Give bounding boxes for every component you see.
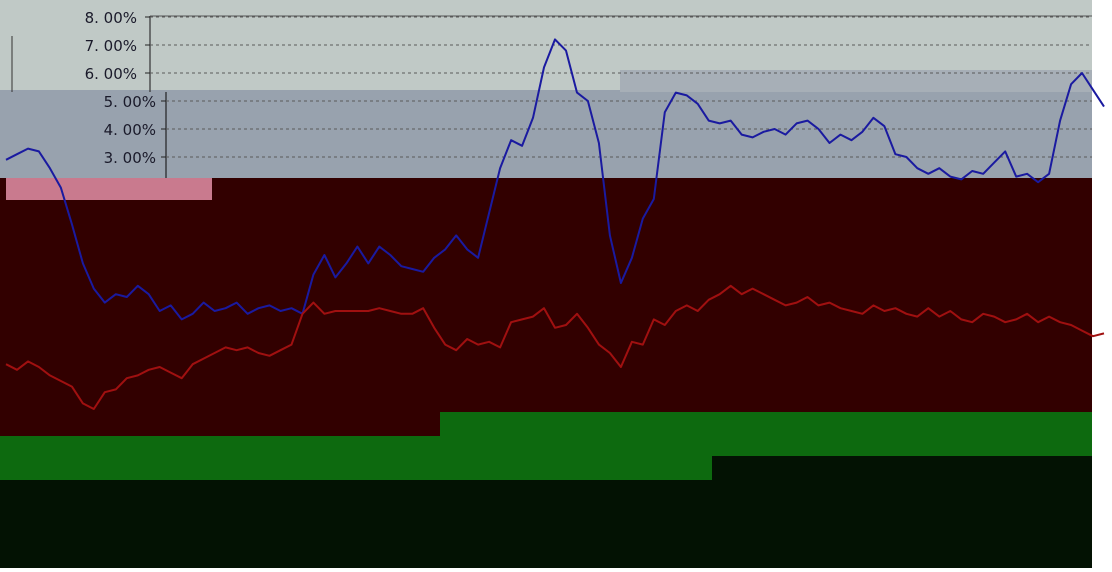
band-red: [0, 178, 1112, 436]
grid-lines: [150, 16, 1092, 158]
y-tick-label: 7. 00%: [85, 37, 137, 55]
y-tick-label: 4. 00%: [104, 121, 156, 139]
band-pink: [6, 178, 212, 200]
series-line-0: [5, 38, 1105, 321]
white-edge: [1092, 0, 1112, 568]
band-grey: [0, 90, 1112, 178]
series-lines: [5, 38, 1105, 410]
y-tick-label: 8. 00%: [85, 9, 137, 27]
y-tick-labels: 8. 00% 7. 00% 6. 00% 5. 00% 4. 00% 3. 00%: [85, 9, 166, 167]
series-line-1: [5, 284, 1105, 410]
y-tick-label: 6. 00%: [85, 65, 137, 83]
y-tick-label: 3. 00%: [104, 149, 156, 167]
band-dark: [0, 480, 1112, 568]
y-tick-label: 5. 00%: [104, 93, 156, 111]
band-grey-light: [620, 70, 1092, 92]
band-dark-step: [712, 456, 1112, 480]
